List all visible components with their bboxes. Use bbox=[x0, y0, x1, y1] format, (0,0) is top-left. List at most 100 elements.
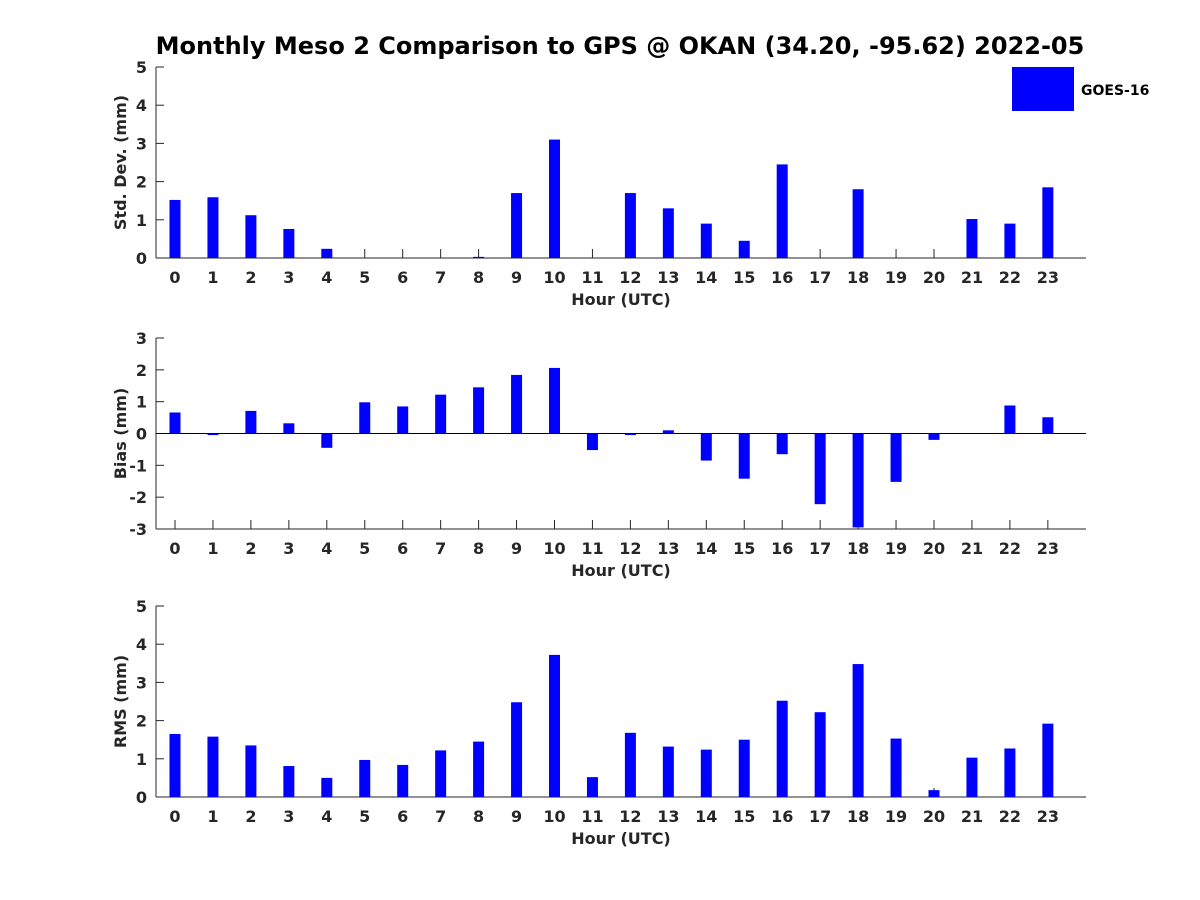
bias-bar bbox=[207, 433, 219, 436]
bias-x-tick-label: 20 bbox=[923, 539, 945, 558]
std-dev-x-tick-label: 18 bbox=[847, 268, 869, 287]
std-dev-bar bbox=[549, 139, 560, 258]
rms-bar bbox=[397, 764, 409, 797]
bias-bar bbox=[321, 433, 333, 448]
bias-y-tick-label: -3 bbox=[129, 520, 147, 539]
bias-bar bbox=[245, 410, 257, 434]
std-dev-bar bbox=[852, 189, 864, 258]
bias-x-tick-label: 18 bbox=[847, 539, 869, 558]
std-dev-x-tick-label: 9 bbox=[511, 268, 522, 287]
rms-bar bbox=[435, 750, 447, 797]
bias-x-tick-label: 4 bbox=[321, 539, 332, 558]
bias-bar bbox=[1042, 417, 1054, 434]
std-dev-x-tick-label: 22 bbox=[999, 268, 1021, 287]
bias-x-tick-label: 19 bbox=[885, 539, 907, 558]
rms-bar bbox=[321, 777, 333, 797]
bias-x-tick-label: 6 bbox=[397, 539, 408, 558]
bias-bar bbox=[662, 430, 674, 434]
rms-bar bbox=[245, 745, 257, 797]
rms-x-tick-label: 14 bbox=[695, 807, 717, 826]
bias-bar bbox=[549, 367, 560, 434]
std-dev-x-tick-label: 7 bbox=[435, 268, 446, 287]
rms-x-tick-label: 13 bbox=[657, 807, 679, 826]
std-dev-bar bbox=[1042, 187, 1054, 258]
std-dev-y-tick-label: 5 bbox=[136, 58, 147, 77]
std-dev-x-tick-label: 19 bbox=[885, 268, 907, 287]
legend-swatch bbox=[1012, 67, 1074, 111]
std-dev-x-tick-label: 0 bbox=[169, 268, 180, 287]
std-dev-x-tick-label: 2 bbox=[245, 268, 256, 287]
rms-y-tick-label: 0 bbox=[136, 788, 147, 807]
rms-bar bbox=[624, 732, 636, 797]
rms-x-tick-label: 21 bbox=[961, 807, 983, 826]
bias-x-tick-label: 23 bbox=[1037, 539, 1059, 558]
bias-x-tick-label: 22 bbox=[999, 539, 1021, 558]
std-dev-x-tick-label: 5 bbox=[359, 268, 370, 287]
bias-bar bbox=[776, 433, 788, 455]
rms-bar bbox=[473, 741, 485, 797]
rms-x-tick-label: 2 bbox=[245, 807, 256, 826]
std-dev-bar bbox=[776, 164, 788, 258]
rms-bar bbox=[738, 739, 750, 797]
bias-bar bbox=[1004, 405, 1016, 434]
std-dev-bar bbox=[1004, 223, 1016, 258]
bias-y-tick-label: 2 bbox=[136, 361, 147, 380]
rms-x-tick-label: 4 bbox=[321, 807, 332, 826]
std-dev-bar bbox=[283, 228, 295, 258]
std-dev-x-axis-label: Hour (UTC) bbox=[571, 290, 671, 309]
bias-bar bbox=[624, 433, 636, 436]
rms-x-tick-label: 7 bbox=[435, 807, 446, 826]
rms-x-tick-label: 3 bbox=[283, 807, 294, 826]
rms-y-tick-label: 4 bbox=[136, 635, 147, 654]
std-dev-x-tick-label: 20 bbox=[923, 268, 945, 287]
rms-bar bbox=[1042, 723, 1054, 797]
rms-bar bbox=[359, 759, 371, 797]
std-dev-bar bbox=[321, 248, 333, 258]
rms-x-tick-label: 5 bbox=[359, 807, 370, 826]
std-dev-y-tick-label: 3 bbox=[136, 134, 147, 153]
std-dev-bar bbox=[662, 208, 674, 258]
std-dev-bar bbox=[473, 256, 485, 258]
rms-x-tick-label: 1 bbox=[207, 807, 218, 826]
bias-x-tick-label: 10 bbox=[543, 539, 565, 558]
std-dev-bar bbox=[738, 240, 750, 258]
chart-title: Monthly Meso 2 Comparison to GPS @ OKAN … bbox=[156, 32, 1085, 60]
std-dev-x-tick-label: 6 bbox=[397, 268, 408, 287]
std-dev-y-tick-label: 4 bbox=[136, 96, 147, 115]
rms-x-tick-label: 9 bbox=[511, 807, 522, 826]
rms-bar bbox=[549, 654, 560, 797]
std-dev-x-tick-label: 13 bbox=[657, 268, 679, 287]
rms-bar bbox=[814, 712, 826, 797]
rms-x-tick-label: 15 bbox=[733, 807, 755, 826]
rms-x-tick-label: 19 bbox=[885, 807, 907, 826]
rms-y-tick-label: 2 bbox=[136, 712, 147, 731]
bias-x-tick-label: 3 bbox=[283, 539, 294, 558]
rms-x-tick-label: 8 bbox=[473, 807, 484, 826]
bias-bar bbox=[928, 433, 940, 440]
std-dev-x-tick-label: 8 bbox=[473, 268, 484, 287]
rms-y-tick-label: 3 bbox=[136, 673, 147, 692]
bias-x-tick-label: 9 bbox=[511, 539, 522, 558]
rms-bar bbox=[700, 749, 712, 797]
std-dev-x-tick-label: 3 bbox=[283, 268, 294, 287]
bias-bar bbox=[586, 433, 598, 451]
rms-y-tick-label: 1 bbox=[136, 750, 147, 769]
bias-y-tick-label: -1 bbox=[129, 456, 147, 475]
rms-x-tick-label: 16 bbox=[771, 807, 793, 826]
bias-x-tick-label: 2 bbox=[245, 539, 256, 558]
bias-x-tick-label: 12 bbox=[619, 539, 641, 558]
bias-x-tick-label: 13 bbox=[657, 539, 679, 558]
std-dev-y-axis-label: Std. Dev. (mm) bbox=[111, 95, 130, 230]
bias-x-tick-label: 15 bbox=[733, 539, 755, 558]
rms-bar bbox=[1004, 748, 1016, 797]
bias-y-tick-label: 1 bbox=[136, 393, 147, 412]
bias-y-tick-label: 0 bbox=[136, 425, 147, 444]
bias-bar bbox=[852, 433, 864, 528]
std-dev-x-tick-label: 15 bbox=[733, 268, 755, 287]
rms-bar bbox=[207, 736, 219, 797]
rms-bar bbox=[169, 733, 181, 797]
std-dev-x-tick-label: 16 bbox=[771, 268, 793, 287]
